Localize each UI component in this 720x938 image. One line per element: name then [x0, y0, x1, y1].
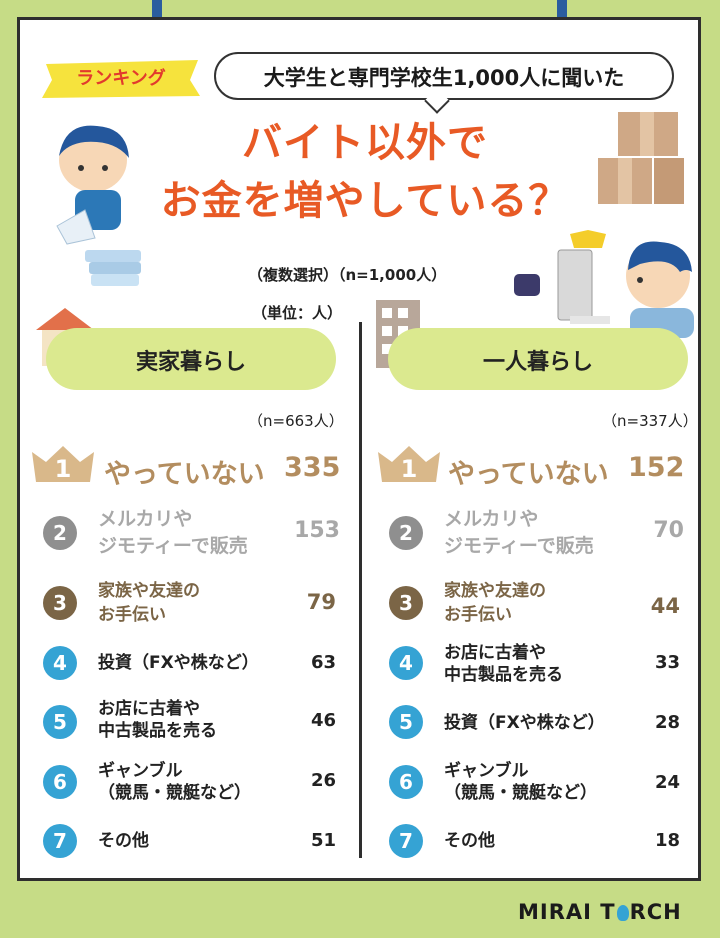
right-rank6-label-line1: ギャンブル: [444, 761, 529, 781]
left-rank3-label-line2: お手伝い: [98, 605, 166, 625]
left-rank2-value: 153: [294, 518, 340, 543]
logo-text-left: MIRAI T: [518, 900, 616, 924]
torch-flame-icon: [616, 905, 629, 921]
left-rank6-badge: 6: [43, 765, 77, 799]
right-rank5-badge: 5: [389, 705, 423, 739]
right-rank7-badge: 7: [389, 824, 423, 858]
left-rank3-badge: 3: [43, 586, 77, 620]
right-rank3-badge: 3: [389, 586, 423, 620]
left-rank6-value: 26: [310, 770, 336, 791]
crown-rank1-icon-right: 1: [378, 446, 440, 483]
right-rank5-value: 28: [654, 712, 680, 733]
right-rank2-badge: 2: [389, 516, 423, 550]
right-column-header: 一人暮らし: [388, 328, 688, 390]
speech-bubble: 大学生と専門学校生1,000人に聞いた: [214, 52, 674, 114]
right-rank3-label-line2: お手伝い: [444, 605, 512, 625]
left-rank4-value: 63: [310, 652, 336, 673]
right-rank3-value: 44: [650, 594, 680, 618]
right-rank1-value: 152: [628, 452, 685, 483]
left-rank2-label-line2: ジモティーで販売: [98, 535, 248, 557]
left-rank7-label: その他: [98, 831, 149, 851]
mirai-torch-logo: MIRAI T RCH: [518, 900, 682, 924]
right-rank2-label-line2: ジモティーで販売: [444, 535, 594, 557]
board-clip-left: [152, 0, 162, 32]
left-rank5-badge: 5: [43, 705, 77, 739]
headline-line2: お金を増やしている？: [160, 178, 570, 224]
left-rank5-value: 46: [310, 710, 336, 731]
crown-rank1-icon-left: 1: [32, 446, 94, 483]
left-rank7-badge: 7: [43, 824, 77, 858]
right-rank2-value: 70: [653, 518, 684, 543]
ranking-label: ランキング: [76, 68, 166, 89]
left-rank5-label-line2: 中古製品を売る: [98, 721, 217, 741]
ribbon-shape: [42, 60, 200, 98]
right-rank4-label-line1: お店に古着や: [444, 643, 546, 663]
left-sample-size: （n=663人）: [248, 412, 344, 430]
left-rank3-value: 79: [306, 590, 336, 614]
left-rank2-label-line1: メルカリや: [98, 508, 193, 530]
right-rank6-label-line2: （競馬・競艇など）: [444, 783, 597, 803]
right-rank5-label: 投資（FXや株など）: [444, 713, 605, 733]
right-rank6-badge: 6: [389, 765, 423, 799]
student-folding-laundry-illustration: [56, 125, 141, 286]
student-at-computer-illustration: [514, 230, 694, 338]
right-rank4-value: 33: [654, 652, 680, 673]
right-sample-size: （n=337人）: [602, 412, 698, 430]
crown-number-right: 1: [401, 455, 418, 483]
left-rank1-label: やっていない: [104, 459, 265, 490]
right-rank7-label: その他: [444, 831, 495, 851]
left-column-title: 実家暮らし: [135, 350, 246, 375]
right-rank4-label-line2: 中古製品を売る: [444, 665, 563, 685]
left-rank6-label-line1: ギャンブル: [98, 761, 183, 781]
headline-line1: バイト以外で: [242, 120, 488, 166]
left-rank4-badge: 4: [43, 646, 77, 680]
ranking-ribbon: ランキング: [40, 60, 202, 98]
left-rank1-value: 335: [284, 452, 341, 483]
right-rank2-label-line1: メルカリや: [444, 508, 539, 530]
left-rank5-label-line1: お店に古着や: [98, 699, 200, 719]
left-rank2-badge: 2: [43, 516, 77, 550]
left-rank4-label: 投資（FXや株など）: [98, 653, 259, 673]
left-column-header: 実家暮らし: [46, 328, 336, 390]
cardboard-boxes-illustration: [598, 112, 684, 204]
bubble-text: 大学生と専門学校生1,000人に聞いた: [263, 66, 625, 90]
logo-text-right: RCH: [629, 900, 682, 924]
column-divider: [359, 322, 362, 858]
multiple-choice-note: （複数選択）（n=1,000人）: [248, 266, 447, 284]
right-rank3-label-line1: 家族や友達の: [444, 581, 546, 601]
left-rank7-value: 51: [310, 830, 336, 851]
right-rank6-value: 24: [654, 772, 680, 793]
right-column-title: 一人暮らし: [482, 350, 593, 375]
right-rank4-badge: 4: [389, 646, 423, 680]
left-rank3-label-line1: 家族や友達の: [98, 581, 200, 601]
right-rank1-label: やっていない: [448, 459, 609, 490]
unit-note: （単位：人）: [252, 304, 343, 322]
crown-number-left: 1: [55, 455, 72, 483]
left-rank6-label-line2: （競馬・競艇など）: [98, 783, 251, 803]
board-clip-right: [557, 0, 567, 32]
right-rank7-value: 18: [654, 830, 680, 851]
